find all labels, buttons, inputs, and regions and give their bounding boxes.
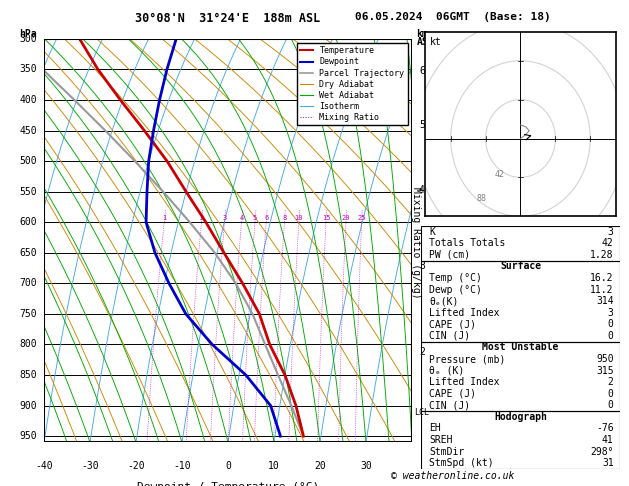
Text: Pressure (mb): Pressure (mb)	[430, 354, 506, 364]
Text: 4: 4	[240, 215, 243, 221]
Text: Most Unstable: Most Unstable	[482, 343, 559, 352]
Text: 16.2: 16.2	[590, 273, 614, 283]
Text: PW (cm): PW (cm)	[430, 250, 470, 260]
Text: 400: 400	[19, 95, 37, 105]
Text: 42: 42	[602, 238, 614, 248]
Text: 300: 300	[19, 34, 37, 44]
Text: 5: 5	[419, 120, 425, 130]
Text: K: K	[430, 227, 435, 237]
Text: Lifted Index: Lifted Index	[430, 308, 500, 318]
Text: 3: 3	[419, 260, 425, 271]
Text: 10: 10	[268, 461, 280, 470]
Text: 30: 30	[360, 461, 372, 470]
Text: 0: 0	[608, 400, 614, 410]
Text: Lifted Index: Lifted Index	[430, 377, 500, 387]
Text: 31: 31	[602, 458, 614, 468]
Text: 2: 2	[608, 377, 614, 387]
Text: -40: -40	[35, 461, 53, 470]
Text: 11.2: 11.2	[590, 285, 614, 295]
Bar	[421, 226, 620, 260]
Text: 06.05.2024  06GMT  (Base: 18): 06.05.2024 06GMT (Base: 18)	[355, 12, 551, 22]
Text: hPa: hPa	[19, 29, 37, 39]
Text: Mixing Ratio (g/kg): Mixing Ratio (g/kg)	[411, 187, 421, 299]
Text: 3: 3	[608, 308, 614, 318]
Bar	[421, 260, 620, 342]
Text: 20: 20	[314, 461, 326, 470]
Text: 0: 0	[608, 389, 614, 399]
Text: Hodograph: Hodograph	[494, 412, 547, 422]
Text: Totals Totals: Totals Totals	[430, 238, 506, 248]
Text: EH: EH	[430, 423, 441, 434]
Text: 88: 88	[477, 194, 487, 203]
Text: 850: 850	[19, 370, 37, 380]
Text: 0: 0	[225, 461, 231, 470]
Text: LCL: LCL	[415, 408, 430, 417]
Bar	[421, 342, 620, 411]
Text: 900: 900	[19, 400, 37, 411]
Text: CAPE (J): CAPE (J)	[430, 389, 476, 399]
Text: 950: 950	[596, 354, 614, 364]
Text: Surface: Surface	[500, 261, 541, 272]
Text: CAPE (J): CAPE (J)	[430, 319, 476, 330]
Text: Dewpoint / Temperature (°C): Dewpoint / Temperature (°C)	[137, 482, 319, 486]
Text: ASL: ASL	[416, 37, 434, 47]
Text: θₑ(K): θₑ(K)	[430, 296, 459, 306]
Text: 750: 750	[19, 309, 37, 319]
Text: 6: 6	[264, 215, 269, 221]
Text: 0: 0	[608, 319, 614, 330]
Text: 6: 6	[419, 66, 425, 76]
Text: 450: 450	[19, 125, 37, 136]
Text: -20: -20	[127, 461, 145, 470]
Text: 5: 5	[253, 215, 257, 221]
Text: StmDir: StmDir	[430, 447, 465, 457]
Text: 350: 350	[19, 65, 37, 74]
Text: 41: 41	[602, 435, 614, 445]
Text: CIN (J): CIN (J)	[430, 331, 470, 341]
Text: 42: 42	[494, 171, 504, 179]
Text: CIN (J): CIN (J)	[430, 400, 470, 410]
Text: 3: 3	[608, 227, 614, 237]
Text: -76: -76	[596, 423, 614, 434]
Text: 30°08'N  31°24'E  188m ASL: 30°08'N 31°24'E 188m ASL	[135, 12, 321, 25]
Text: 550: 550	[19, 187, 37, 197]
Text: 8: 8	[282, 215, 287, 221]
Text: -30: -30	[81, 461, 99, 470]
Text: Temp (°C): Temp (°C)	[430, 273, 482, 283]
Text: 4: 4	[419, 185, 425, 195]
Text: 950: 950	[19, 431, 37, 441]
Text: θₑ (K): θₑ (K)	[430, 365, 465, 376]
Text: 600: 600	[19, 217, 37, 227]
Legend: Temperature, Dewpoint, Parcel Trajectory, Dry Adiabat, Wet Adiabat, Isotherm, Mi: Temperature, Dewpoint, Parcel Trajectory…	[297, 43, 408, 125]
Text: Dewp (°C): Dewp (°C)	[430, 285, 482, 295]
Bar	[421, 411, 620, 469]
Text: 1.28: 1.28	[590, 250, 614, 260]
Text: 2: 2	[199, 215, 204, 221]
Text: 314: 314	[596, 296, 614, 306]
Text: 20: 20	[342, 215, 350, 221]
Text: 10: 10	[294, 215, 303, 221]
Text: 315: 315	[596, 365, 614, 376]
Text: 1: 1	[162, 215, 166, 221]
Text: km: km	[416, 29, 428, 39]
Text: -10: -10	[173, 461, 191, 470]
Text: 3: 3	[223, 215, 226, 221]
Text: SREH: SREH	[430, 435, 453, 445]
Text: 650: 650	[19, 248, 37, 258]
Text: 800: 800	[19, 339, 37, 349]
Text: 500: 500	[19, 156, 37, 166]
Text: © weatheronline.co.uk: © weatheronline.co.uk	[391, 471, 515, 481]
Text: 25: 25	[357, 215, 366, 221]
Text: StmSpd (kt): StmSpd (kt)	[430, 458, 494, 468]
Text: 700: 700	[19, 278, 37, 288]
Text: kt: kt	[430, 37, 442, 47]
Text: 298°: 298°	[590, 447, 614, 457]
Text: 2: 2	[419, 347, 425, 357]
Text: 15: 15	[322, 215, 330, 221]
Text: 0: 0	[608, 331, 614, 341]
